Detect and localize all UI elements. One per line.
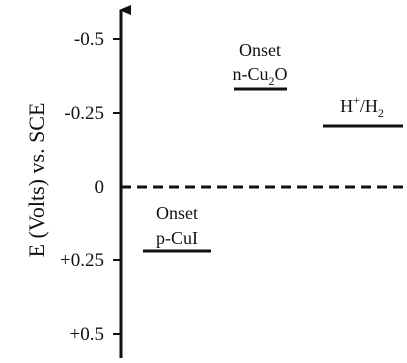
axis-title: E (Volts) vs. SCE [24, 103, 49, 258]
tick-label: -0.25 [64, 103, 104, 124]
tick-label: 0 [95, 177, 105, 198]
n-cu2o-formula: n-Cu2O [233, 64, 288, 88]
p-cui-onset-label: Onset [156, 203, 198, 223]
h-h2-label: H+/H2 [340, 93, 384, 120]
n-cu2o-onset-label: Onset [239, 40, 281, 60]
p-cui-formula: p-CuI [156, 228, 198, 248]
tick-label: +0.25 [60, 250, 104, 271]
tick-label: +0.5 [70, 324, 104, 345]
tick-label: -0.5 [74, 29, 104, 50]
